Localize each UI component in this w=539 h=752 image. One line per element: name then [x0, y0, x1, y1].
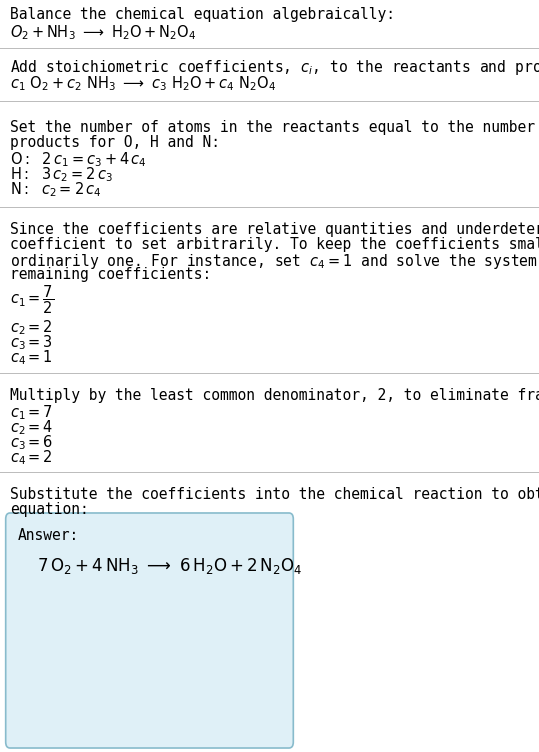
- Text: Substitute the coefficients into the chemical reaction to obtain the balanced: Substitute the coefficients into the che…: [10, 487, 539, 502]
- Text: Balance the chemical equation algebraically:: Balance the chemical equation algebraica…: [10, 7, 395, 22]
- FancyBboxPatch shape: [6, 513, 293, 748]
- Text: Set the number of atoms in the reactants equal to the number of atoms in the: Set the number of atoms in the reactants…: [10, 120, 539, 135]
- Text: $c_1\ \mathrm{O_2}+c_2\ \mathrm{NH_3}\ \longrightarrow\ c_3\ \mathrm{H_2O}+c_4\ : $c_1\ \mathrm{O_2}+c_2\ \mathrm{NH_3}\ \…: [10, 74, 276, 92]
- Text: Answer:: Answer:: [18, 528, 79, 543]
- Text: $\mathrm{N:}\ \ c_2 = 2\,c_4$: $\mathrm{N:}\ \ c_2 = 2\,c_4$: [10, 180, 102, 199]
- Text: $\mathrm{O:}\ \ 2\,c_1 = c_3+4\,c_4$: $\mathrm{O:}\ \ 2\,c_1 = c_3+4\,c_4$: [10, 150, 147, 168]
- Text: $c_3 = 3$: $c_3 = 3$: [10, 333, 53, 352]
- Text: $c_2 = 2$: $c_2 = 2$: [10, 318, 53, 337]
- Text: $c_4 = 2$: $c_4 = 2$: [10, 448, 53, 467]
- Text: $c_3 = 6$: $c_3 = 6$: [10, 433, 53, 452]
- Text: Add stoichiometric coefficients, $c_i$, to the reactants and products:: Add stoichiometric coefficients, $c_i$, …: [10, 58, 539, 77]
- Text: ordinarily one. For instance, set $c_4 = 1$ and solve the system of equations fo: ordinarily one. For instance, set $c_4 =…: [10, 252, 539, 271]
- Text: remaining coefficients:: remaining coefficients:: [10, 267, 211, 282]
- Text: $c_1 = 7$: $c_1 = 7$: [10, 403, 53, 422]
- Text: products for O, H and N:: products for O, H and N:: [10, 135, 220, 150]
- Text: $\mathrm{H:}\ \ 3\,c_2 = 2\,c_3$: $\mathrm{H:}\ \ 3\,c_2 = 2\,c_3$: [10, 165, 113, 183]
- Text: $7\,\mathrm{O_2}+4\,\mathrm{NH_3}\ \longrightarrow\ 6\,\mathrm{H_2O}+2\,\mathrm{: $7\,\mathrm{O_2}+4\,\mathrm{NH_3}\ \long…: [37, 556, 302, 576]
- Text: $c_4 = 1$: $c_4 = 1$: [10, 348, 53, 367]
- Text: $c_1 = \dfrac{7}{2}$: $c_1 = \dfrac{7}{2}$: [10, 283, 54, 316]
- Text: Since the coefficients are relative quantities and underdetermined, choose a: Since the coefficients are relative quan…: [10, 222, 539, 237]
- Text: $c_2 = 4$: $c_2 = 4$: [10, 418, 53, 437]
- Text: Multiply by the least common denominator, 2, to eliminate fractional coefficient: Multiply by the least common denominator…: [10, 388, 539, 403]
- Text: $O_2+\mathrm{NH}_3\ \longrightarrow\ \mathrm{H_2O}+\mathrm{N_2O_4}$: $O_2+\mathrm{NH}_3\ \longrightarrow\ \ma…: [10, 23, 196, 41]
- Text: equation:: equation:: [10, 502, 89, 517]
- Text: coefficient to set arbitrarily. To keep the coefficients small, the arbitrary va: coefficient to set arbitrarily. To keep …: [10, 237, 539, 252]
